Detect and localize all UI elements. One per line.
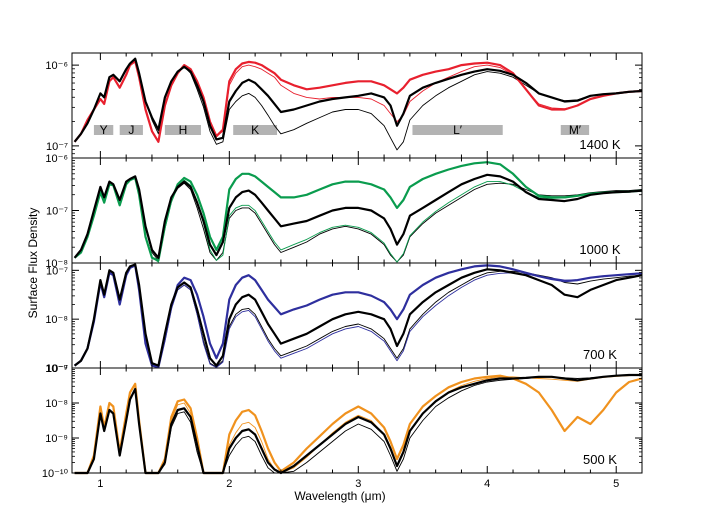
temperature-label-2: 700 K [583,347,617,362]
panel-frame-1 [71,157,643,264]
band-label-4: L′ [453,123,463,137]
band-label-2: H [179,123,188,137]
panel-1: 10⁻⁸ 10⁻⁷ 10⁻⁶ 1000 K [45,153,643,270]
band-bar-0 [93,125,114,135]
band-bar-3 [233,125,278,135]
panel-frame-3 [71,367,643,474]
series-line-2-0 [73,263,643,367]
series-line-1-2 [73,161,643,262]
x-tick-label: 5 [613,478,619,490]
series-line-3-0 [74,373,642,475]
temperature-label-0: 1400 K [579,137,621,152]
panel-2: 10⁻⁹ 10⁻⁸ 10⁻⁷ 700 K [45,262,643,375]
band-bar-5 [560,125,590,135]
y-tick-label: 10⁻¹⁰ [42,468,69,480]
y-tick-label: 10⁻⁹ [45,433,68,445]
x-tick-label: 3 [355,478,361,490]
y-tick-label: 10⁻⁷ [46,141,68,153]
x-axis-label: Wavelength (μm) [294,489,385,503]
temperature-label-1: 1000 K [579,242,621,257]
series-line-3-2 [74,374,643,475]
y-tick-label: 10⁻⁷ [46,206,68,218]
band-bar-2 [164,125,201,135]
y-tick-label: 10⁻⁸ [45,314,68,326]
panel-3: 10⁻¹⁰ 10⁻⁹ 10⁻⁸ 10⁻⁷ 500 K [42,363,643,480]
x-tick-label: 4 [484,478,490,490]
temperature-label-3: 500 K [583,452,617,467]
band-label-5: M′ [569,123,582,137]
x-tick-label: 2 [226,478,232,490]
series-line-3-1 [74,374,642,474]
y-tick-label: 10⁻⁶ [45,60,68,72]
band-bar-1 [119,125,143,135]
band-bar-4 [412,125,503,135]
y-tick-label: 10⁻⁸ [45,258,68,270]
x-tick-label: 1 [97,478,103,490]
band-label-1: J [128,123,134,137]
y-tick-label: 10⁻⁶ [45,153,68,165]
y-tick-label: 10⁻⁸ [45,398,68,410]
band-label-0: Y [100,123,108,137]
y-tick-label: 10⁻⁷ [46,363,68,375]
y-axis-label: Surface Flux Density [26,208,40,319]
series-line-0-2 [73,59,643,143]
series-line-1-0 [73,173,643,259]
y-tick-label: 10⁻⁹ [45,363,68,375]
band-label-3: K [251,123,259,137]
y-tick-label: 10⁻⁷ [46,265,68,277]
series-line-0-0 [73,57,643,143]
series-line-2-2 [73,264,643,369]
panel-0: Y J H K L′ M′ 10⁻⁷ 10⁻⁶ 1400 K [45,52,643,159]
